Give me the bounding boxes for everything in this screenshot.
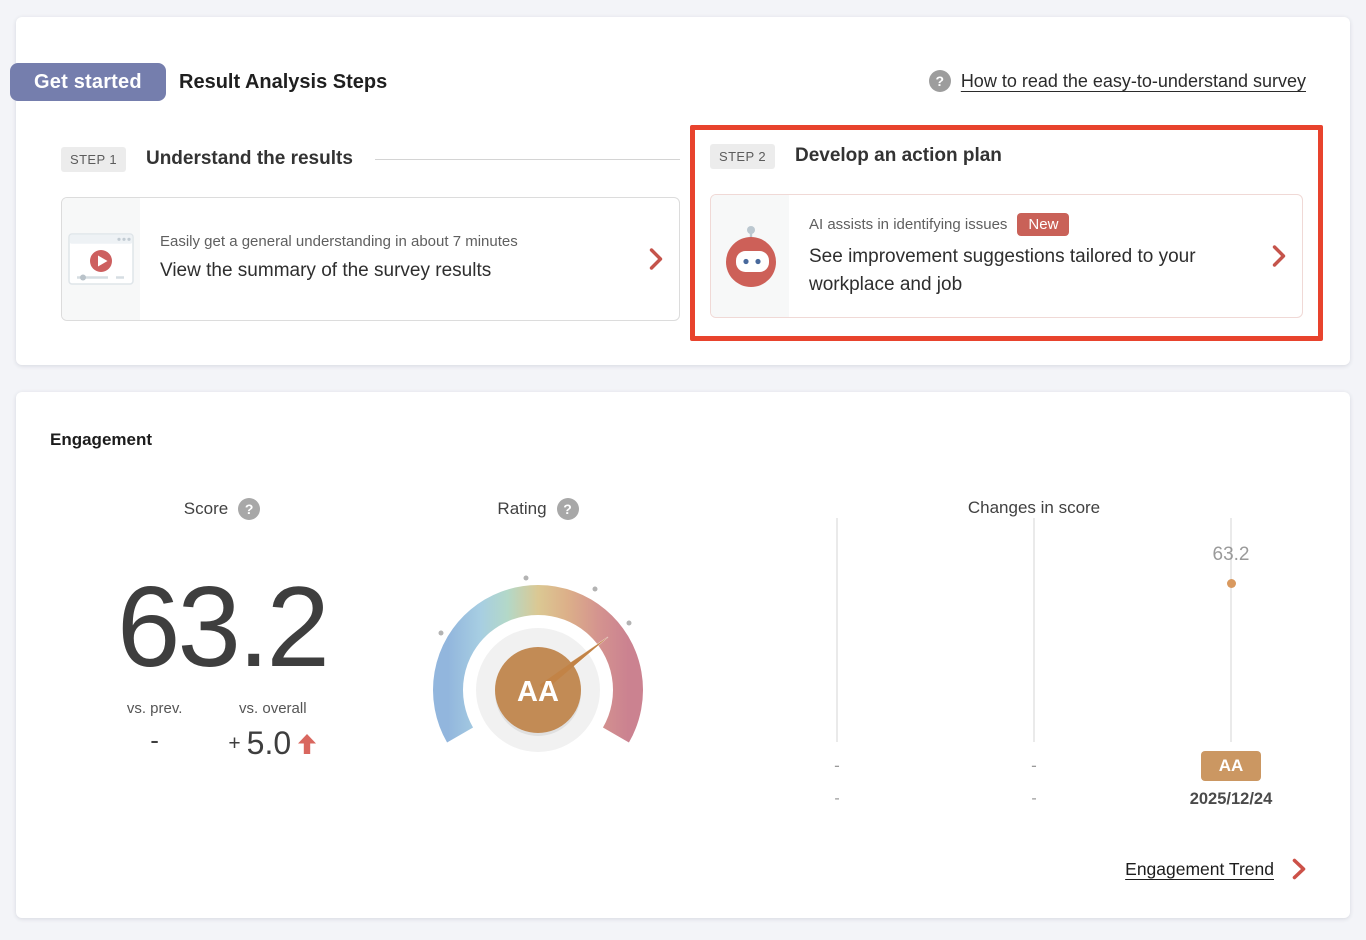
chart-column-1: - - (777, 518, 897, 818)
step2-card-title: See improvement suggestions tailored to … (809, 246, 1196, 295)
step2-highlight-box: STEP 2 Develop an action plan AI assists… (690, 125, 1323, 341)
chart-date-3: 2025/12/24 (1189, 790, 1273, 808)
score-label: Score (183, 499, 229, 518)
rating-label: Rating (497, 499, 547, 518)
arrow-up-icon (298, 733, 317, 754)
step2-card-subtitle: AI assists in identifying issues (809, 216, 1008, 233)
chart-column-3: 63.2 AA 2025/12/24 (1171, 518, 1291, 818)
chart-date-2: - (1031, 790, 1037, 807)
video-thumbnail (62, 198, 140, 320)
question-circle-icon: ? (928, 70, 951, 92)
gauge-tick-dot (438, 630, 444, 636)
video-player-icon (68, 233, 134, 285)
step2-badge: STEP 2 (710, 143, 775, 169)
engagement-panel: Engagement Score ? 63.2 vs. prev. - vs. … (16, 392, 1350, 918)
score-label-row: Score ? (122, 498, 322, 520)
rating-help-icon[interactable]: ? (556, 498, 579, 520)
step1-card[interactable]: Easily get a general understanding in ab… (61, 197, 680, 321)
get-started-badge: Get started (10, 63, 166, 101)
vs-prev-value: - (150, 725, 159, 755)
new-badge: New (1017, 213, 1070, 236)
gauge-tick-dot (523, 575, 529, 581)
chart-column-2: - - (974, 518, 1094, 818)
step2-card[interactable]: AI assists in identifying issues New See… (710, 194, 1303, 318)
gauge-tick-dot (592, 586, 598, 592)
chevron-right-icon (1292, 858, 1306, 880)
step1-card-title: View the summary of the survey results (160, 260, 492, 281)
chart-guide-line (836, 518, 838, 742)
score-help-icon[interactable]: ? (238, 498, 261, 520)
chart-rating-3-badge: AA (1201, 751, 1261, 781)
vs-overall-sign: + (228, 731, 241, 755)
score-comparisons: vs. prev. - vs. overall + 5.0 (62, 700, 382, 762)
rating-label-row: Rating ? (438, 498, 638, 520)
panel-title: Result Analysis Steps (179, 71, 388, 93)
step1-badge: STEP 1 (61, 146, 126, 172)
step1-title: Understand the results (145, 148, 353, 169)
vs-overall-value: 5.0 (246, 725, 292, 761)
engagement-title: Engagement (50, 430, 153, 449)
help-link[interactable]: ? How to read the easy-to-understand sur… (928, 70, 1306, 92)
score-value: 63.2 (117, 564, 330, 691)
rating-gauge: AA (428, 572, 648, 757)
chart-point-dot (1226, 579, 1236, 588)
result-analysis-panel: Get started Result Analysis Steps ? How … (10, 17, 1350, 365)
chevron-right-icon (649, 248, 663, 270)
robot-icon (726, 226, 776, 287)
gauge-tick-dot (626, 620, 632, 626)
vs-prev-label: vs. prev. (126, 700, 183, 717)
engagement-trend-label: Engagement Trend (1125, 858, 1274, 879)
divider (374, 158, 680, 160)
chart-date-1: - (834, 790, 840, 807)
chart-guide-line (1033, 518, 1035, 742)
chart-rating-2: - (1031, 756, 1037, 775)
rating-value: AA (517, 676, 559, 708)
chart-point-label: 63.2 (1212, 544, 1250, 565)
step1-section: STEP 1 Understand the results Easily get… (61, 146, 680, 321)
vs-overall-label: vs. overall (239, 700, 307, 717)
step2-title: Develop an action plan (794, 145, 1002, 166)
help-link-label: How to read the easy-to-understand surve… (960, 70, 1306, 91)
step1-card-subtitle: Easily get a general understanding in ab… (160, 233, 518, 250)
chart-guide-line (1230, 518, 1232, 742)
ai-robot-thumbnail (711, 195, 789, 317)
chart-title: Changes in score (967, 498, 1101, 517)
chart-rating-1: - (834, 756, 840, 775)
engagement-trend-link[interactable]: Engagement Trend (1125, 858, 1306, 880)
chevron-right-icon (1272, 245, 1286, 267)
